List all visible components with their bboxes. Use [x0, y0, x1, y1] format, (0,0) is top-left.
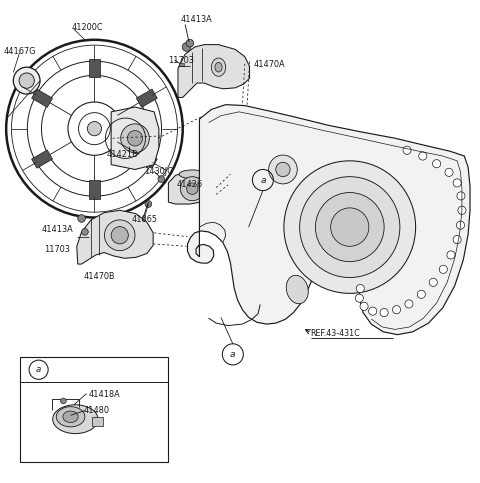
- Circle shape: [315, 193, 384, 262]
- Circle shape: [405, 300, 413, 308]
- Bar: [179, 63, 184, 66]
- Text: REF.43-431C: REF.43-431C: [311, 329, 360, 338]
- Polygon shape: [178, 44, 250, 98]
- Circle shape: [360, 302, 368, 311]
- Text: 11703: 11703: [44, 245, 70, 254]
- Text: 41413A: 41413A: [180, 15, 212, 24]
- Circle shape: [439, 265, 447, 273]
- Circle shape: [111, 227, 128, 244]
- Polygon shape: [89, 58, 100, 77]
- Circle shape: [458, 206, 466, 214]
- Text: 41426: 41426: [177, 180, 203, 189]
- Polygon shape: [89, 180, 100, 199]
- Circle shape: [453, 236, 461, 243]
- Circle shape: [419, 152, 427, 160]
- Circle shape: [457, 192, 465, 200]
- Polygon shape: [32, 150, 52, 168]
- Circle shape: [82, 228, 88, 235]
- Circle shape: [120, 124, 149, 153]
- Circle shape: [429, 278, 437, 286]
- Circle shape: [105, 220, 135, 251]
- Text: a: a: [260, 175, 265, 185]
- Ellipse shape: [56, 407, 85, 427]
- Circle shape: [300, 177, 400, 278]
- Circle shape: [456, 221, 465, 229]
- Polygon shape: [136, 89, 157, 107]
- Ellipse shape: [63, 411, 78, 423]
- Text: 41065: 41065: [131, 215, 157, 225]
- Text: 41421B: 41421B: [107, 150, 138, 158]
- Bar: [92, 417, 103, 426]
- Ellipse shape: [211, 58, 226, 76]
- Text: 44167G: 44167G: [3, 47, 36, 57]
- Text: a: a: [36, 365, 41, 374]
- Circle shape: [284, 161, 416, 293]
- Circle shape: [186, 39, 194, 47]
- Circle shape: [453, 179, 461, 187]
- Circle shape: [393, 306, 401, 314]
- Circle shape: [19, 73, 34, 88]
- Polygon shape: [188, 105, 470, 335]
- Text: 41480: 41480: [84, 406, 109, 415]
- Circle shape: [447, 251, 455, 259]
- Circle shape: [145, 200, 152, 207]
- Circle shape: [356, 284, 364, 293]
- Text: 11703: 11703: [168, 56, 194, 65]
- Text: 1430JC: 1430JC: [144, 167, 172, 176]
- Ellipse shape: [215, 62, 222, 72]
- Ellipse shape: [286, 275, 308, 304]
- Ellipse shape: [53, 405, 98, 434]
- Circle shape: [432, 159, 441, 168]
- Circle shape: [127, 130, 143, 146]
- Polygon shape: [77, 210, 153, 264]
- Circle shape: [355, 294, 363, 302]
- Circle shape: [182, 43, 191, 51]
- Circle shape: [13, 67, 40, 94]
- Circle shape: [369, 307, 377, 315]
- Text: a: a: [230, 350, 236, 359]
- Text: 41470A: 41470A: [253, 60, 285, 69]
- Polygon shape: [111, 107, 159, 170]
- Text: 41200C: 41200C: [72, 23, 104, 32]
- Circle shape: [403, 146, 411, 155]
- Circle shape: [269, 155, 297, 184]
- Circle shape: [417, 290, 425, 298]
- Circle shape: [78, 214, 85, 222]
- Bar: [21, 357, 168, 462]
- Circle shape: [276, 162, 290, 177]
- Text: 41470B: 41470B: [84, 272, 115, 281]
- Circle shape: [87, 122, 101, 136]
- Text: 41418A: 41418A: [88, 390, 120, 398]
- Text: 41413A: 41413A: [42, 226, 73, 234]
- Polygon shape: [168, 172, 216, 204]
- Polygon shape: [136, 150, 157, 168]
- Ellipse shape: [179, 170, 205, 179]
- Circle shape: [187, 183, 198, 195]
- Circle shape: [158, 176, 165, 183]
- Circle shape: [445, 168, 453, 176]
- Circle shape: [380, 309, 388, 317]
- Polygon shape: [32, 89, 52, 107]
- Circle shape: [331, 208, 369, 246]
- Circle shape: [180, 177, 204, 200]
- Circle shape: [60, 398, 66, 404]
